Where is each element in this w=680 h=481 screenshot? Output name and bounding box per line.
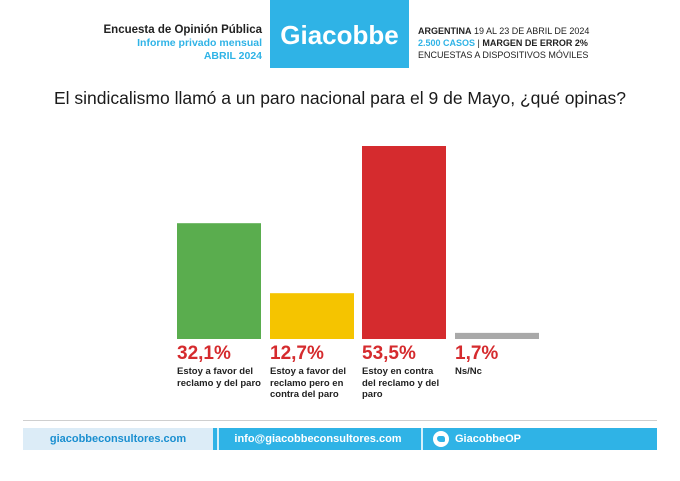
email-link[interactable]: info@giacobbeconsultores.com: [234, 433, 402, 445]
category-label-line: Estoy en contra: [362, 366, 434, 377]
category-label-line: del reclamo y del: [362, 377, 440, 389]
survey-info: ARGENTINA 19 AL 23 DE ABRIL DE 2024 2.50…: [418, 25, 589, 61]
bar-favor-reclamo-y-paro: [177, 223, 261, 339]
value-label-favor-reclamo-y-paro: 32,1%: [177, 343, 231, 364]
report-header: Encuesta de Opinión Pública Informe priv…: [0, 24, 262, 63]
survey-info-line1: ARGENTINA 19 AL 23 DE ABRIL DE 2024: [418, 25, 589, 37]
survey-method: ENCUESTAS A DISPOSITIVOS MÓVILES: [418, 50, 589, 60]
footer-bar: giacobbeconsultores.com info@giacobbecon…: [23, 428, 657, 450]
category-label-ns-nc: Ns/Nc: [455, 366, 547, 378]
category-label-favor-reclamo-y-paro: Estoy a favor del reclamo y del paro: [177, 366, 269, 389]
category-label-line: contra del paro: [270, 389, 339, 400]
report-date: ABRIL 2024: [203, 50, 262, 62]
survey-country: ARGENTINA: [418, 26, 472, 36]
twitter-bird-icon: [433, 431, 449, 447]
brand-logo-text: Giacobbe: [280, 20, 399, 50]
survey-title: Encuesta de Opinión Pública: [103, 24, 262, 36]
footer-separator: [217, 428, 219, 450]
category-label-line: Estoy a favor del: [270, 366, 347, 377]
question-title: El sindicalismo llamó a un paro nacional…: [54, 88, 626, 108]
bar-contra-reclamo-y-paro: [362, 146, 446, 339]
footer-divider: [23, 420, 657, 421]
category-label-favor-reclamo-contra-paro: Estoy a favor del reclamo pero en contra…: [270, 366, 362, 401]
survey-info-line2: 2.500 CASOS | MARGEN DE ERROR 2%: [418, 37, 589, 49]
report-subtitle: Informe privado mensual: [137, 37, 262, 49]
bar-favor-reclamo-contra-paro: [270, 293, 354, 339]
survey-separator: |: [475, 38, 483, 48]
value-label-contra-reclamo-y-paro: 53,5%: [362, 343, 416, 364]
category-label-line: Ns/Nc: [455, 366, 482, 377]
brand-logo: Giacobbe: [270, 0, 409, 68]
survey-dates: 19 AL 23 DE ABRIL DE 2024: [471, 26, 590, 36]
twitter-handle: GiacobbeOP: [455, 433, 522, 445]
category-label-line: reclamo pero en: [270, 377, 344, 389]
category-label-line: reclamo y del paro: [177, 377, 261, 389]
footer-separator: [421, 428, 423, 450]
category-label-line: Estoy a favor del: [177, 366, 254, 377]
bar-ns-nc: [455, 332, 539, 339]
category-label-line: paro: [362, 389, 383, 400]
category-label-contra-reclamo-y-paro: Estoy en contra del reclamo y del paro: [362, 366, 454, 401]
website-link[interactable]: giacobbeconsultores.com: [23, 428, 213, 450]
survey-cases: 2.500 CASOS: [418, 38, 476, 48]
survey-margin: MARGEN DE ERROR 2%: [482, 38, 588, 48]
value-label-ns-nc: 1,7%: [455, 343, 499, 364]
twitter-link[interactable]: GiacobbeOP: [425, 428, 537, 450]
value-label-favor-reclamo-contra-paro: 12,7%: [270, 343, 324, 364]
